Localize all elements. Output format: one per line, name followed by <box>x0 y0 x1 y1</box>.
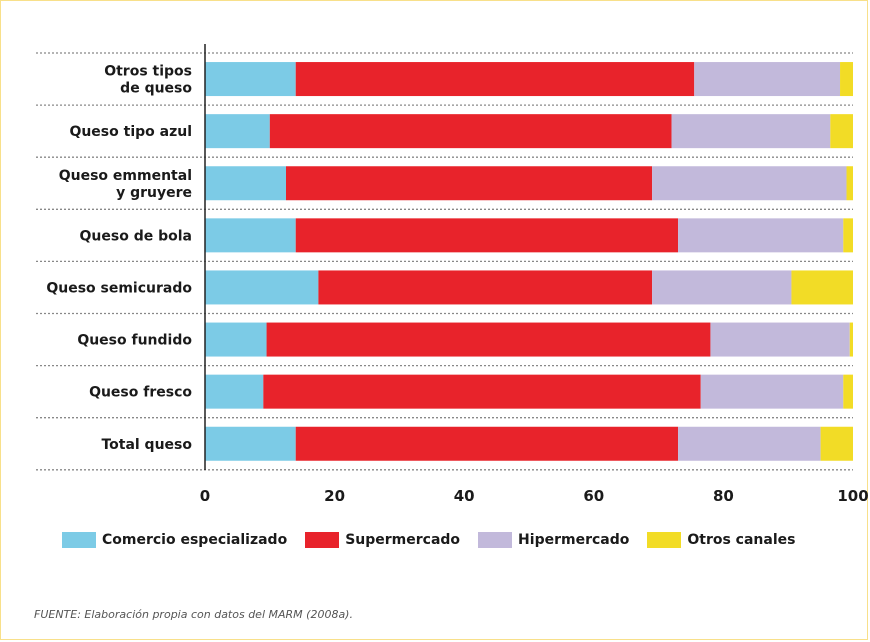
bar-segment-supermercado <box>295 218 679 253</box>
bar-segment-comercio-especializado <box>205 426 296 461</box>
bar-segment-comercio-especializado <box>205 62 296 97</box>
legend-swatch <box>305 532 340 548</box>
category-label: Otros tipos de queso <box>104 64 192 97</box>
x-tick-label: 0 <box>200 487 210 505</box>
legend-swatch <box>62 532 96 548</box>
bar-segment-hipermercado <box>678 426 821 461</box>
bar-segment-comercio-especializado <box>205 218 296 253</box>
bar-segment-comercio-especializado <box>205 322 267 357</box>
bar-segment-supermercado <box>295 426 679 461</box>
bar-segment-comercio-especializado <box>205 374 264 409</box>
bar-segment-otros-canales <box>846 166 853 201</box>
bar-segment-otros-canales <box>843 218 853 253</box>
bar-segment-otros-canales <box>849 322 853 357</box>
legend-item: Supermercado <box>305 532 460 548</box>
bar-segment-supermercado <box>286 166 653 201</box>
bar-segment-otros-canales <box>791 270 853 305</box>
bar-segment-comercio-especializado <box>205 166 286 201</box>
legend-label: Hipermercado <box>518 532 630 548</box>
bar-segment-hipermercado <box>710 322 850 357</box>
bar-segment-hipermercado <box>652 166 847 201</box>
legend-label: Otros canales <box>687 532 796 548</box>
category-label: Queso semicurado <box>46 280 192 296</box>
category-label: Queso de bola <box>80 228 192 244</box>
legend-label: Comercio especializado <box>102 532 288 548</box>
bar-segment-supermercado <box>263 374 701 409</box>
bar-segment-hipermercado <box>671 114 831 149</box>
legend: Comercio especializado Supermercado Hiperm… <box>62 532 795 548</box>
x-tick-label: 40 <box>454 487 475 505</box>
category-label: Total queso <box>101 437 192 453</box>
legend-item: Comercio especializado <box>62 532 287 548</box>
bar-segment-hipermercado <box>652 270 792 305</box>
bar-segment-supermercado <box>295 62 695 97</box>
bar-segment-hipermercado <box>678 218 844 253</box>
legend-item: Otros canales <box>647 532 795 548</box>
category-label: Queso emmental y gruyere <box>59 168 192 201</box>
x-tick-label: 60 <box>583 487 604 505</box>
bar-segment-otros-canales <box>820 426 853 461</box>
category-label: Queso fundido <box>77 333 192 349</box>
legend-swatch <box>647 532 682 548</box>
legend-item: Hipermercado <box>478 532 629 548</box>
x-tick-label: 100 <box>837 487 868 505</box>
bar-segment-otros-canales <box>843 374 853 409</box>
bar-segment-otros-canales <box>840 62 853 97</box>
bar-segment-hipermercado <box>694 62 841 97</box>
legend-swatch <box>478 532 513 548</box>
bar-segment-supermercado <box>266 322 711 357</box>
legend-label: Supermercado <box>345 532 461 548</box>
category-label: Queso tipo azul <box>69 124 192 140</box>
category-label: Queso fresco <box>89 385 192 401</box>
x-tick-label: 20 <box>324 487 345 505</box>
bar-segment-supermercado <box>318 270 653 305</box>
x-tick-label: 80 <box>713 487 734 505</box>
bar-segment-comercio-especializado <box>205 270 319 305</box>
bar-segment-comercio-especializado <box>205 114 270 149</box>
source-note: FUENTE: Elaboración propia con datos del… <box>34 608 353 621</box>
bar-segment-otros-canales <box>830 114 853 149</box>
bar-segment-hipermercado <box>700 374 844 409</box>
bar-segment-supermercado <box>269 114 672 149</box>
